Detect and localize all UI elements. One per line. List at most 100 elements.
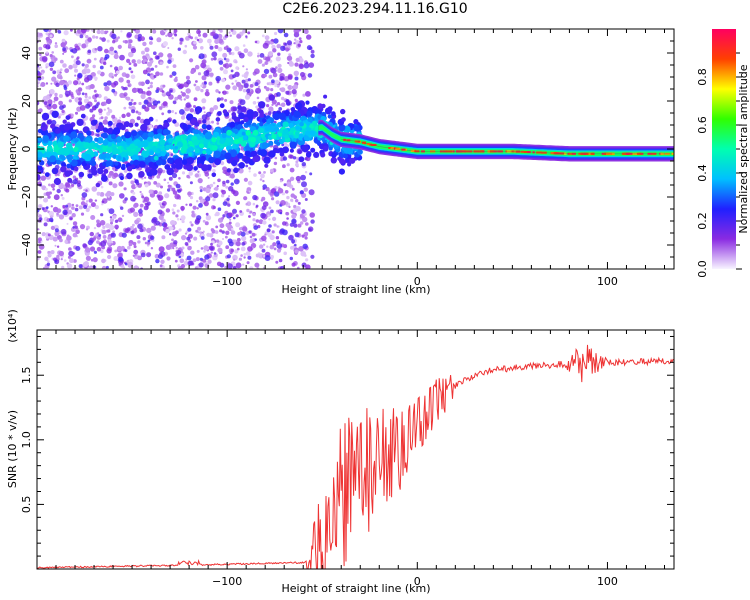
spectrogram-cell — [89, 84, 95, 89]
spectrogram-cell — [228, 221, 232, 225]
spectrogram-cell — [65, 182, 71, 188]
spectrogram-cell — [226, 168, 231, 173]
spectrogram-cell — [72, 232, 78, 238]
spectrogram-cell — [243, 253, 247, 256]
spectrogram-cell — [173, 203, 177, 208]
spectrogram-cell — [113, 54, 119, 60]
spectrogram-cell — [37, 145, 42, 152]
spectrogram-y-tick-label: −40 — [20, 233, 33, 256]
spectrogram-cell — [157, 209, 163, 215]
spectrogram-cell — [245, 251, 251, 256]
spectrogram-cell — [67, 80, 73, 85]
colorbar-tick-label: 0.8 — [696, 68, 709, 86]
spectrogram-cell — [224, 34, 229, 38]
spectrogram-cell — [200, 46, 204, 50]
spectrogram-cell — [227, 203, 231, 207]
spectrogram-cell — [252, 202, 256, 206]
spectrogram-cell — [270, 257, 274, 260]
snr-y-axis-label: SNR (10 * v/v) — [6, 410, 19, 488]
spectrogram-cell — [226, 254, 231, 259]
spectrogram-cell — [141, 140, 149, 148]
spectrogram-cell — [105, 265, 109, 269]
spectrogram-cell — [249, 84, 254, 88]
spectrogram-cell — [128, 62, 132, 65]
spectrogram-cell — [90, 72, 96, 78]
spectrogram-cell — [68, 64, 73, 70]
spectrogram-cell — [258, 171, 262, 175]
spectrogram-cell — [39, 217, 43, 221]
spectrogram-cell — [138, 101, 142, 106]
spectrogram-cell — [288, 205, 291, 209]
spectrogram-cell — [63, 123, 71, 131]
spectrogram-cell — [150, 67, 154, 71]
spectrogram-cell — [108, 224, 115, 231]
spectrogram-cell — [238, 162, 245, 169]
spectrogram-cell — [72, 175, 77, 179]
spectrogram-cell — [280, 102, 286, 108]
spectrogram-cell — [51, 167, 59, 175]
spectrogram-cell — [266, 228, 271, 233]
spectrogram-cell — [245, 230, 250, 235]
spectrogram-cell — [209, 183, 214, 188]
spectrogram-cell — [93, 57, 97, 61]
spectrogram-cell — [73, 259, 77, 263]
spectrogram-cell — [252, 213, 256, 217]
spectrogram-cell — [167, 109, 172, 114]
spectrogram-cell — [39, 205, 42, 208]
spectrogram-cell — [96, 240, 100, 244]
spectrogram-cell — [235, 81, 242, 87]
spectrogram-cell — [48, 191, 52, 195]
spectrogram-cell — [239, 210, 243, 213]
spectrogram-cell — [82, 243, 87, 248]
spectrogram-cell — [347, 162, 352, 167]
spectrogram-cell — [108, 208, 115, 215]
spectrogram-cell — [159, 106, 163, 110]
spectrogram-cell — [132, 223, 135, 227]
spectrogram-cell — [68, 250, 74, 257]
spectrogram-cell — [100, 101, 106, 107]
spectrogram-cell — [49, 54, 53, 58]
spectrogram-cell — [121, 113, 126, 119]
spectrogram-cell — [322, 145, 329, 152]
spectrogram-cell — [215, 75, 221, 82]
spectrogram-cell — [90, 202, 96, 208]
spectrogram-cell — [262, 42, 269, 49]
spectrogram-cell — [114, 168, 118, 172]
spectrogram-cell — [230, 29, 234, 32]
spectrogram-cell — [205, 187, 211, 194]
spectrogram-cell — [229, 100, 234, 105]
spectrogram-cell — [242, 29, 247, 34]
spectrogram-cell — [276, 240, 281, 245]
spectrogram-cell — [97, 46, 103, 52]
spectrogram-cell — [271, 197, 275, 201]
spectrogram-cell — [79, 34, 84, 39]
spectrogram-cell — [227, 263, 233, 269]
spectrogram-cell — [298, 37, 302, 41]
spectrogram-cell — [59, 68, 63, 71]
spectrogram-cell — [130, 47, 137, 54]
spectrogram-cell — [120, 206, 124, 210]
spectrogram-cell — [181, 171, 186, 175]
spectrogram-cell — [293, 84, 298, 90]
spectrogram-cell — [37, 237, 42, 242]
spectrogram-cell — [224, 152, 232, 160]
spectrogram-cell — [48, 183, 51, 187]
spectrogram-cell — [111, 75, 114, 79]
spectrogram-cell — [58, 94, 63, 98]
spectrogram-cell — [265, 119, 272, 125]
spectrogram-cell — [263, 171, 266, 174]
spectrogram-cell — [96, 29, 101, 35]
spectrogram-cell — [38, 240, 41, 244]
spectrogram-cell — [215, 117, 221, 122]
spectrogram-cell — [213, 131, 220, 138]
spectrogram-cell — [160, 135, 165, 140]
spectrogram-cell — [282, 128, 289, 135]
snr-x-tick-label: 0 — [414, 575, 421, 588]
spectrogram-cell — [257, 85, 261, 89]
spectrogram-cell — [56, 188, 61, 194]
spectrogram-cell — [262, 201, 269, 207]
spectrogram-cell — [238, 227, 242, 231]
spectrogram-cell — [65, 115, 71, 120]
spectrogram-cell — [88, 198, 93, 203]
spectrogram-cell — [61, 109, 65, 114]
